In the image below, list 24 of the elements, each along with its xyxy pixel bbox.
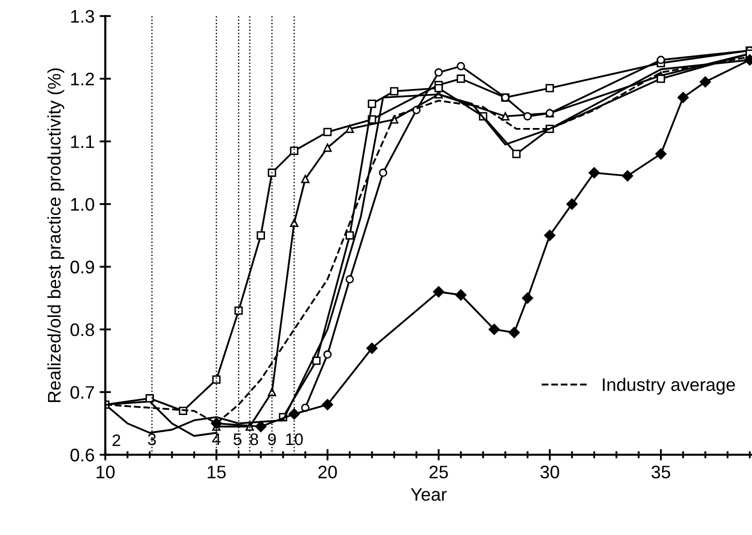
annotation: 2 [112,434,120,446]
annotation: 8 [250,433,258,446]
x-tick-label: 20 [318,466,337,478]
y-tick-label: 1.1 [71,136,94,148]
y-tick-label: 1.3 [71,10,94,23]
y-tick-label: 0.6 [70,448,94,462]
annotation: 5 [234,434,242,446]
annotation: 10 [286,433,303,446]
y-tick-label: 0.9 [70,260,94,274]
legend-label: Industry average [602,378,735,395]
x-tick-label: 30 [540,466,560,478]
annotation: 3 [148,433,156,446]
x-tick-label: 35 [652,466,670,478]
y-tick-label: 1.2 [71,72,94,86]
annotation: 4 [212,434,221,446]
annotation: 9 [268,433,276,446]
y-tick-label: 0.7 [70,386,94,399]
x-tick-label: 10 [96,466,115,478]
y-tick-label: 1.0 [71,198,94,211]
x-tick-label: 25 [430,466,448,478]
x-tick-label: 15 [208,466,226,478]
y-tick-label: 0.8 [70,323,94,336]
y-axis-title: Realized/old best practice productivity (%) [47,68,64,402]
x-axis-title: Year [410,488,447,501]
